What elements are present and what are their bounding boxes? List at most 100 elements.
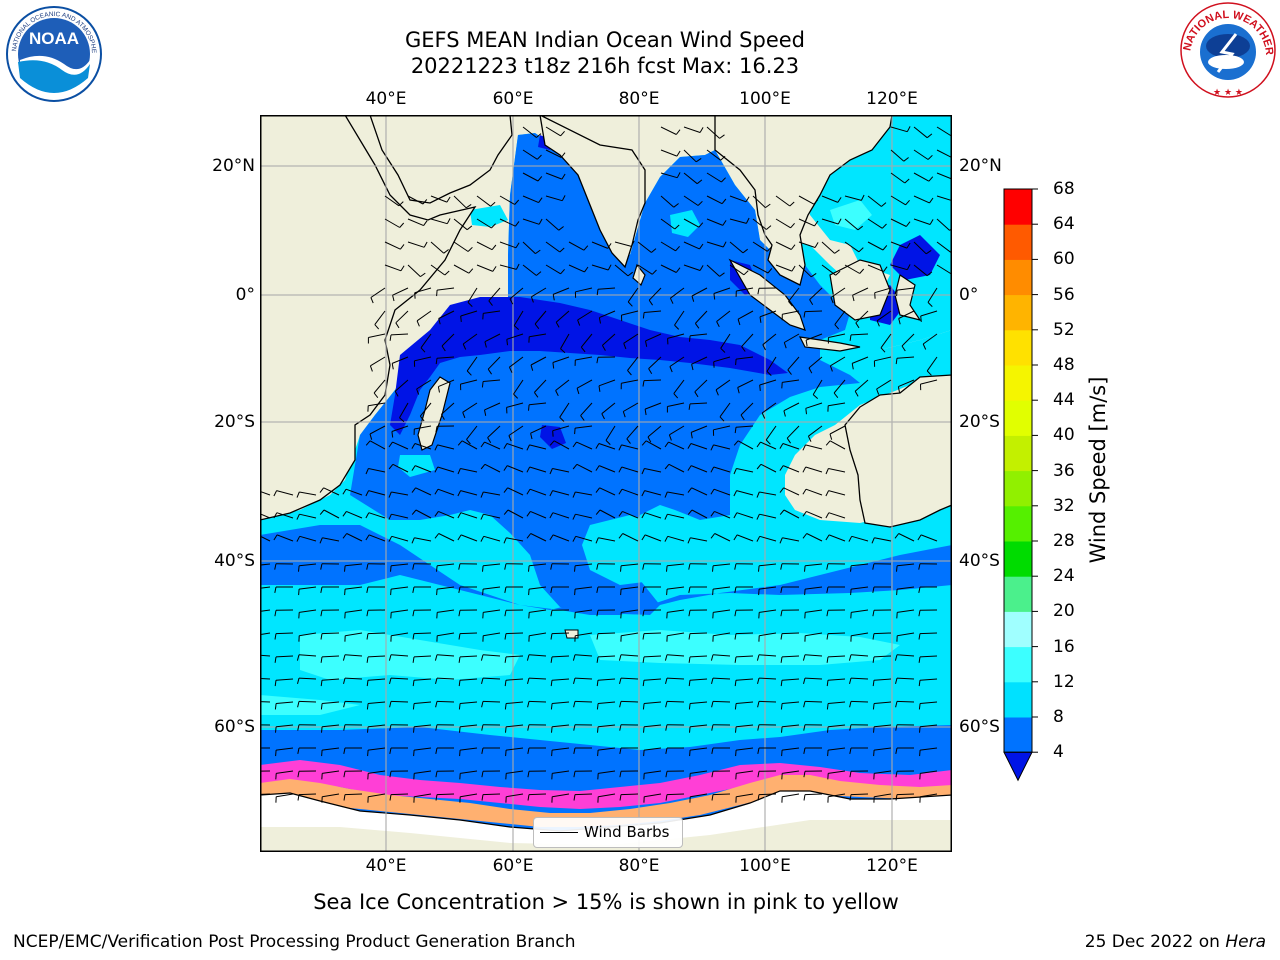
wind-barb-staff: [460, 793, 478, 798]
wind-barb-flag: [689, 726, 691, 733]
wind-barb-staff: [804, 700, 823, 703]
wind-barb-staff: [760, 441, 777, 450]
wind-barb-flag: [641, 440, 647, 446]
wind-barb-flag: [872, 680, 875, 687]
wind-barb-flag: [803, 677, 806, 685]
wind-barb-flag: [526, 466, 531, 473]
wind-barb-staff: [522, 149, 538, 160]
colorbar-svg: [1003, 188, 1038, 782]
wind-barb-flag: [835, 270, 841, 276]
wind-barb-flag: [871, 537, 875, 544]
wind-barb-flag: [848, 536, 853, 542]
wind-barb-staff: [691, 487, 708, 496]
wind-barb-flag: [710, 444, 714, 451]
wind-barb-staff: [828, 724, 846, 728]
wind-barb-staff: [736, 490, 754, 496]
wind-barb-flag: [765, 439, 771, 445]
wind-barb-flag: [620, 589, 622, 596]
wind-barb-staff: [580, 333, 593, 348]
wind-barb-staff: [276, 701, 294, 704]
wind-barb-staff: [620, 700, 639, 703]
wind-barb-flag: [850, 565, 852, 572]
wind-barb-staff: [782, 537, 800, 542]
wind-barb-staff: [460, 701, 478, 704]
wind-barb-staff: [323, 487, 340, 496]
wind-barb-staff: [873, 678, 892, 681]
wind-barb-staff: [430, 241, 445, 254]
wind-barb-staff: [645, 333, 662, 342]
wind-barb-staff: [741, 333, 754, 347]
wind-barb-flag: [825, 512, 830, 519]
wind-barb-staff: [660, 172, 678, 179]
wind-barb-staff: [647, 425, 662, 438]
wind-barb-flag: [669, 297, 674, 304]
wind-barb-flag: [627, 301, 633, 307]
wind-barb-staff: [574, 654, 593, 657]
wind-barb-flag: [574, 428, 576, 435]
wind-barb-flag: [607, 264, 612, 271]
wind-barb-flag: [601, 413, 605, 420]
wind-barb-staff: [761, 402, 777, 414]
wind-barb-staff: [736, 287, 754, 292]
wind-barb-flag: [576, 388, 580, 395]
wind-barb-flag: [733, 468, 737, 475]
wind-barb-flag: [596, 633, 599, 640]
wind-barb-staff: [499, 241, 517, 249]
wind-barb-flag: [389, 747, 392, 754]
wind-barb-flag: [319, 509, 325, 515]
wind-barb-staff: [821, 195, 838, 203]
wind-barb-staff: [627, 356, 639, 371]
wind-barb-staff: [460, 379, 478, 385]
wind-barb-flag: [297, 771, 300, 778]
wind-barb-staff: [597, 287, 616, 290]
wind-barb-staff: [712, 700, 731, 703]
wind-barb-flag: [412, 703, 415, 710]
wind-barb-staff: [805, 586, 823, 590]
wind-barb-flag: [549, 534, 554, 541]
wind-barb-flag: [664, 463, 670, 470]
wind-barb-flag: [435, 677, 438, 685]
wind-barb-flag: [825, 440, 831, 446]
wind-barb-staff: [667, 535, 685, 542]
wind-barb-staff: [575, 425, 593, 429]
wind-barb-flag: [756, 536, 761, 542]
wind-barb-flag: [457, 490, 462, 497]
colorbar-segment: [1004, 365, 1032, 401]
wind-barb-staff: [483, 491, 501, 496]
svg-text:NOAA: NOAA: [29, 29, 79, 48]
wind-barb-staff: [528, 793, 547, 796]
wind-barb-flag: [596, 289, 599, 296]
wind-barb-flag: [440, 414, 445, 420]
wind-barb-staff: [437, 287, 455, 291]
wind-barb-staff: [509, 356, 524, 368]
wind-barb-staff: [513, 310, 524, 326]
wind-barb-flag: [530, 364, 534, 371]
wind-barb-staff: [430, 264, 446, 276]
wind-barb-flag: [881, 223, 887, 229]
wind-barb-flag: [467, 302, 473, 307]
wind-barb-staff: [644, 724, 662, 728]
wind-barb-flag: [460, 315, 462, 322]
wind-barb-flag: [780, 703, 783, 710]
wind-barb-staff: [920, 534, 938, 542]
wind-barb-flag: [596, 680, 599, 687]
wind-barb-staff: [623, 333, 639, 344]
wind-barb-flag: [712, 589, 714, 596]
wind-barb-flag: [550, 703, 553, 710]
wind-barb-staff: [828, 793, 846, 798]
wind-barb-staff: [766, 356, 777, 372]
wind-barb-flag: [505, 750, 507, 757]
wind-barb-flag: [437, 386, 440, 393]
map-canvas: [260, 115, 952, 852]
wind-barb-staff: [901, 333, 915, 347]
lat-tick-left: 60°S: [214, 717, 255, 737]
wind-barb-staff: [407, 218, 424, 227]
wind-barb-flag: [927, 302, 933, 307]
wind-barb-staff: [545, 126, 561, 137]
wind-barb-staff: [499, 264, 517, 270]
wind-barb-flag: [320, 563, 323, 570]
wind-barb-staff: [805, 466, 823, 473]
wind-barb-flag: [880, 347, 886, 353]
wind-barb-flag: [297, 677, 300, 685]
wind-barb-staff: [804, 654, 823, 657]
